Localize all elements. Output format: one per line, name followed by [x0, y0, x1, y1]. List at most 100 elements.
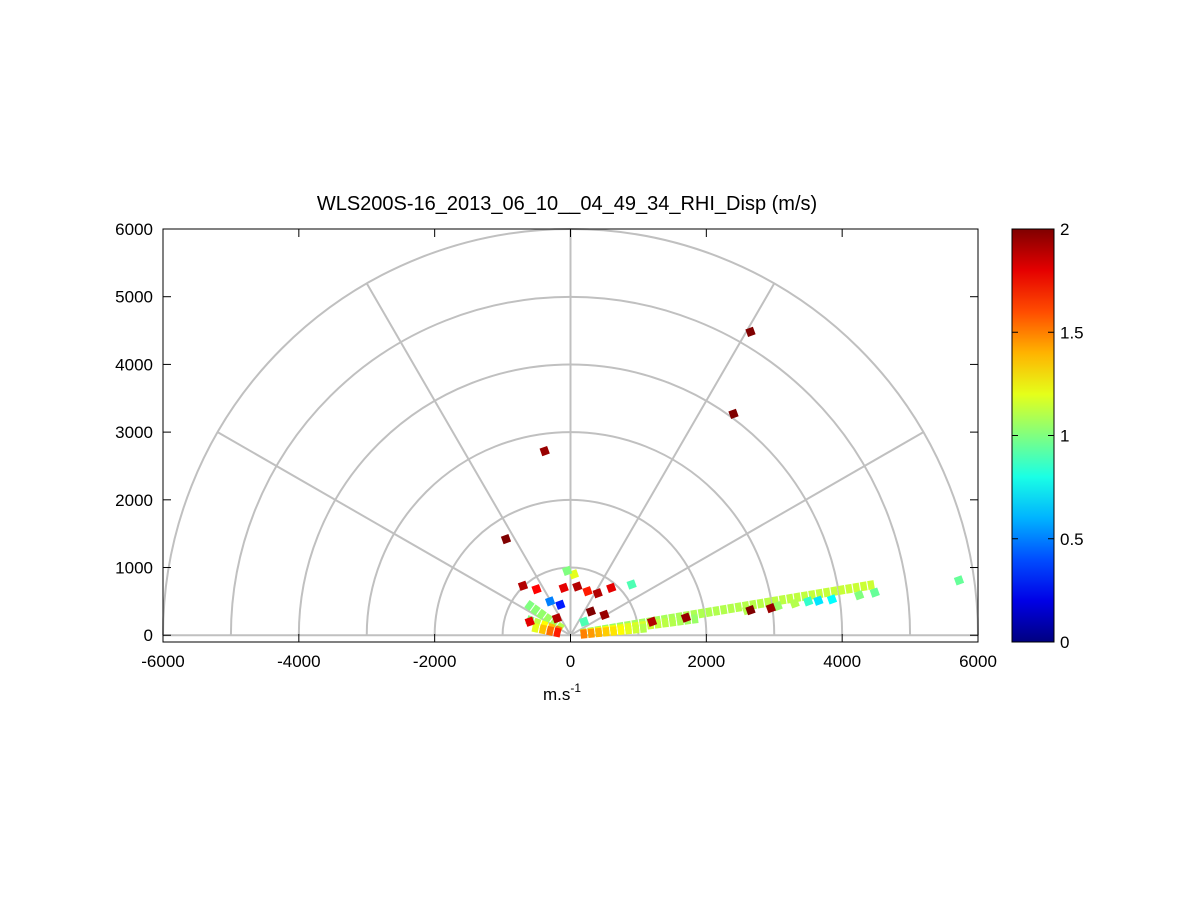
y-tick-label: 6000 — [115, 220, 153, 239]
scan-beam-segment — [719, 604, 728, 615]
scan-beam-segment — [609, 626, 618, 636]
x-tick-label: -6000 — [141, 652, 184, 671]
data-point — [561, 565, 573, 577]
scan-beam-segment — [786, 593, 794, 604]
x-tick-label: 0 — [566, 652, 575, 671]
x-tick-label: -2000 — [413, 652, 456, 671]
x-tick-label: 4000 — [823, 652, 861, 671]
data-point — [500, 533, 512, 545]
y-tick-label: 5000 — [115, 288, 153, 307]
scan-beam-segment — [531, 622, 540, 633]
data-point — [606, 582, 617, 593]
x-tick-label: 6000 — [959, 652, 997, 671]
polar-spoke — [569, 282, 776, 636]
scan-beam-segment — [530, 604, 541, 616]
x-tick-label: 2000 — [687, 652, 725, 671]
scan-beam-segment — [676, 615, 684, 626]
data-point — [582, 586, 593, 597]
colorbar-tick-label: 0 — [1060, 633, 1069, 652]
chart-title: WLS200S-16_2013_06_10__04_49_34_RHI_Disp… — [317, 193, 817, 215]
scan-beam-segment — [800, 591, 809, 602]
scan-beam-segment — [867, 580, 875, 591]
scan-beam-segment — [793, 592, 802, 603]
scan-beam-segment — [778, 594, 787, 605]
polar-spoke — [217, 431, 571, 637]
data-point — [531, 584, 542, 595]
scan-beam-segment — [542, 613, 553, 625]
x-axis-label: m.s-1 — [543, 681, 581, 704]
scan-beam-segment — [734, 602, 743, 613]
plot-axes: -6000 -4000 -2000 0 2000 4000 6000 0 1000 2000 30… — [115, 220, 997, 671]
data-point — [745, 326, 756, 338]
data-point — [599, 609, 610, 621]
x-axis-ticks: -6000 -4000 -2000 0 2000 4000 6000 — [141, 229, 997, 671]
data-point — [869, 587, 880, 598]
scan-beam-segment — [538, 624, 547, 635]
x-axis-label-main: m.s — [543, 685, 570, 704]
scan-beam-segment — [859, 581, 868, 592]
colorbar-tick-label: 1.5 — [1060, 323, 1084, 342]
scan-beam-segment — [602, 627, 610, 637]
data-points — [500, 326, 965, 627]
y-axis-ticks: 0 1000 2000 3000 4000 5000 6000 — [115, 220, 978, 645]
colorbar-tick-label: 0.5 — [1060, 530, 1084, 549]
y-tick-label: 1000 — [115, 559, 153, 578]
scan-beam-segment — [852, 582, 861, 593]
scan-beam-segment — [553, 627, 562, 638]
scan-beam-segment — [808, 589, 816, 600]
y-tick-label: 2000 — [115, 491, 153, 510]
scan-beam-segment — [705, 607, 713, 618]
data-point — [646, 616, 658, 627]
scan-beam-segment — [815, 588, 824, 599]
scan-beam-segment — [632, 624, 640, 634]
scan-beam-segment — [749, 599, 758, 610]
scan-beam-segment — [830, 586, 839, 597]
data-point — [953, 575, 965, 586]
scan-beam-segment — [756, 598, 765, 609]
y-tick-label: 3000 — [115, 423, 153, 442]
data-point — [578, 616, 590, 627]
data-point — [854, 590, 865, 601]
scan-beam-segment — [727, 603, 735, 614]
scan-beam-segment — [617, 625, 625, 636]
data-point — [813, 595, 824, 606]
scan-beam-segment — [845, 583, 853, 594]
scan-beam-segment — [639, 623, 647, 634]
scan-beam-segment — [595, 627, 603, 638]
polar-spoke — [365, 282, 572, 636]
data-point — [572, 581, 583, 592]
scan-beam-segment — [536, 608, 547, 620]
scan-beam-segment — [822, 587, 831, 598]
colorbar-tick-label: 1 — [1060, 427, 1069, 446]
data-point — [524, 616, 535, 627]
scan-beam-segment — [771, 596, 780, 607]
scan-beam-segment — [548, 617, 559, 629]
data-point — [555, 599, 566, 610]
scan-beam-segment — [624, 624, 633, 635]
scan-beam-segment — [764, 597, 772, 608]
colorbar-gradient — [1011, 228, 1055, 643]
x-axis-label-superscript: -1 — [570, 681, 581, 695]
colorbar-tick-label: 2 — [1060, 220, 1069, 239]
scan-beam-segment — [697, 608, 706, 619]
scan-beam-segment — [532, 617, 542, 629]
data-point — [826, 594, 838, 605]
data-point — [626, 579, 637, 590]
data-point — [765, 603, 776, 614]
scan-beam-segment — [580, 629, 588, 639]
y-tick-label: 4000 — [115, 355, 153, 374]
x-tick-label: -4000 — [277, 652, 320, 671]
data-point — [592, 588, 603, 599]
data-point — [745, 605, 756, 616]
data-point — [789, 598, 800, 609]
scan-beam-segment — [837, 585, 846, 595]
data-point — [517, 580, 529, 591]
scan-beam-segment — [587, 628, 595, 639]
scan-beam-segment — [524, 600, 535, 612]
scan-beam-segment — [691, 614, 699, 624]
scan-beam-segment — [546, 625, 555, 636]
scan-beam-segment — [661, 617, 669, 628]
data-point — [803, 596, 814, 607]
data-point — [728, 408, 739, 419]
